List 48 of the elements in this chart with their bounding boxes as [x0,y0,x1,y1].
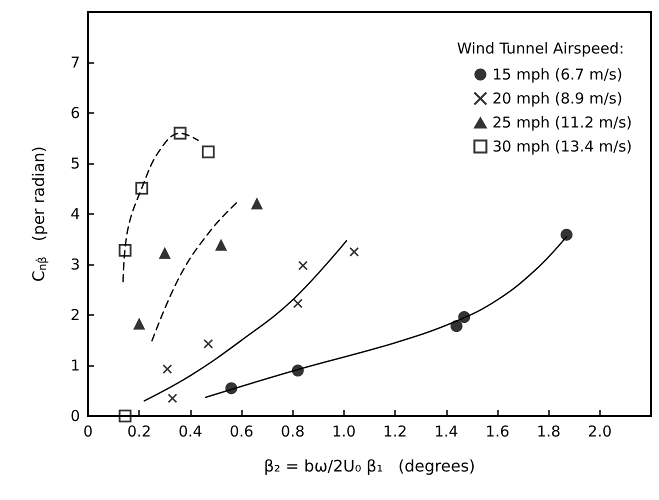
x-tick-label: 0.8 [280,422,305,440]
point [292,364,304,377]
x-tick-label: 1.0 [332,422,356,440]
point [458,311,470,324]
line-series [151,202,238,342]
x-tick-label: 1.6 [486,422,510,440]
legend-title: Wind Tunnel Airspeed: [457,40,624,58]
x-tick-label: 1.4 [434,422,458,440]
point [225,382,238,394]
x-tick-label: 0.4 [178,422,202,440]
point [202,145,215,158]
point [250,197,263,210]
point [293,298,303,308]
text: Cnβ̇ (per radian) [29,146,49,282]
point [135,182,148,195]
x-tick-label: 0.2 [127,422,152,440]
point [560,228,573,241]
point [203,338,214,349]
point [168,394,178,404]
y-tick-label: 7 [70,54,80,72]
point [298,260,308,270]
point [118,244,132,257]
y-tick-label: 1 [70,356,80,374]
point [215,238,228,251]
x-tick-label: 1.8 [536,422,561,440]
x-axis-title: β₂ = bω/2U₀ β₁ (degrees) [264,456,476,476]
y-tick-label: 2 [70,306,80,324]
legend-label: 25 mph (11.2 m/s) [492,114,632,132]
y-tick-label: 0 [70,407,80,425]
point [174,126,187,140]
x-tick-label: 2.0 [588,422,612,440]
point [349,247,359,257]
line-series [144,240,348,402]
y-tick-label: 3 [70,256,80,274]
point [133,318,146,330]
y-tick-label: 4 [70,205,80,223]
legend-label: 30 mph (13.4 m/s) [492,138,632,156]
legend-label: 20 mph (8.9 m/s) [492,90,622,108]
point [162,364,172,374]
legend-label: 15 mph (6.7 m/s) [492,66,622,84]
y-tick-label: 6 [70,104,80,122]
x-tick-label: 1.2 [383,422,408,440]
x-tick-label: 0 [83,422,93,440]
point [118,410,132,422]
point [450,320,463,332]
point [158,246,171,259]
y-tick-label: 5 [70,154,80,172]
x-tick-label: 0.6 [230,422,254,440]
